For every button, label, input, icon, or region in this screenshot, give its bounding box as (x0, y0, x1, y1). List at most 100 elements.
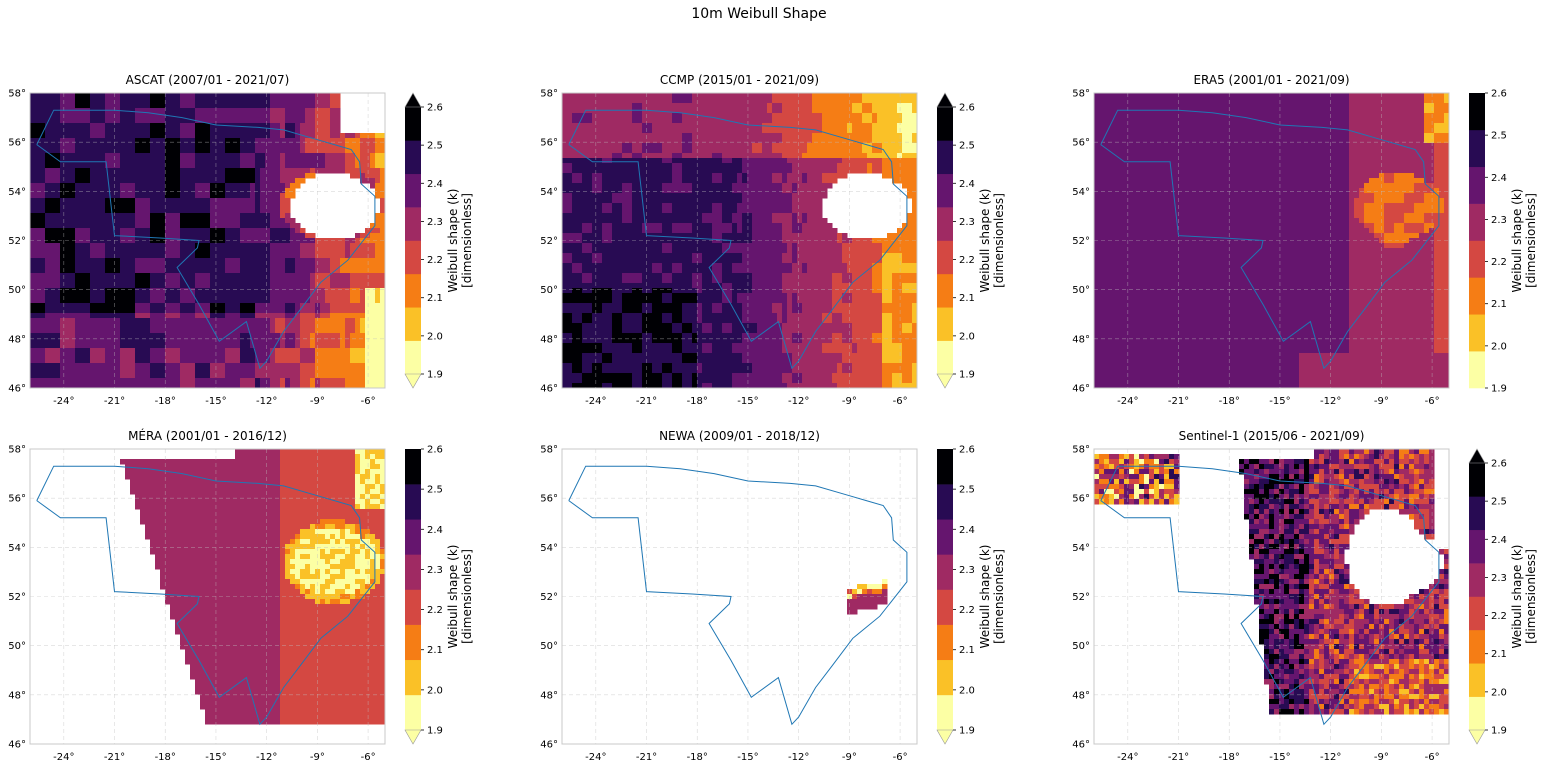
heatmap-cell (40, 178, 46, 184)
heatmap-cell (275, 363, 281, 369)
heatmap-cell (150, 258, 156, 264)
heatmap-cell (375, 223, 381, 229)
heatmap-cell (160, 203, 166, 209)
heatmap-cell (140, 198, 146, 204)
heatmap-cell (677, 138, 683, 144)
heatmap-cell (310, 278, 316, 284)
heatmap-cell (360, 143, 366, 149)
heatmap-cell (30, 303, 36, 309)
heatmap-cell (30, 188, 36, 194)
heatmap-cell (145, 268, 151, 274)
heatmap-cell (235, 223, 241, 229)
heatmap-cell (155, 358, 161, 364)
heatmap-cell (100, 103, 106, 109)
heatmap-cell (35, 188, 41, 194)
heatmap-cell (85, 203, 91, 209)
heatmap-cell (45, 128, 51, 134)
heatmap-cell (887, 153, 893, 159)
heatmap-cell (200, 148, 206, 154)
heatmap-cell (75, 98, 81, 104)
heatmap-cell (325, 358, 331, 364)
heatmap-cell (380, 228, 386, 234)
heatmap-cell (145, 208, 151, 214)
heatmap-cell (235, 133, 241, 139)
heatmap-cell (175, 153, 181, 159)
heatmap-cell (170, 163, 176, 169)
heatmap-cell (70, 148, 76, 154)
heatmap-cell (642, 103, 648, 109)
heatmap-cell (180, 288, 186, 294)
heatmap-cell (270, 278, 276, 284)
heatmap-cell (240, 203, 246, 209)
heatmap-cell (35, 288, 41, 294)
heatmap-cell (90, 118, 96, 124)
heatmap-cell (60, 368, 66, 374)
heatmap-cell (185, 123, 191, 129)
heatmap-cell (365, 288, 371, 294)
heatmap-cell (40, 343, 46, 349)
heatmap-cell (832, 143, 838, 149)
heatmap-cell (35, 208, 41, 214)
heatmap-cell (727, 153, 733, 159)
heatmap-cell (110, 273, 116, 279)
heatmap-cell (170, 368, 176, 374)
heatmap-cell (170, 263, 176, 269)
colorbar-bin (405, 340, 421, 375)
heatmap-cell (210, 143, 216, 149)
heatmap-cell (120, 368, 126, 374)
heatmap-cell (370, 163, 376, 169)
heatmap-cell (325, 163, 331, 169)
heatmap-cell (180, 333, 186, 339)
heatmap-cell (50, 118, 56, 124)
heatmap-cell (275, 178, 281, 184)
heatmap-cell (135, 223, 141, 229)
heatmap-cell (260, 168, 266, 174)
heatmap-cell (330, 363, 336, 369)
heatmap-cell (742, 148, 748, 154)
heatmap-cell (370, 323, 376, 329)
heatmap-cell (852, 98, 858, 104)
heatmap-cell (105, 148, 111, 154)
heatmap-cell (175, 283, 181, 289)
heatmap-cell (90, 303, 96, 309)
heatmap-cell (255, 108, 261, 114)
heatmap-cell (742, 143, 748, 149)
heatmap-cell (35, 323, 41, 329)
heatmap-cell (290, 348, 296, 354)
heatmap-cell (60, 208, 66, 214)
heatmap-cell (50, 323, 56, 329)
heatmap-cell (170, 168, 176, 174)
heatmap-cell (360, 273, 366, 279)
heatmap-cell (40, 258, 46, 264)
heatmap-cell (155, 293, 161, 299)
heatmap-cell (185, 113, 191, 119)
heatmap-cell (577, 118, 583, 124)
heatmap-cell (235, 118, 241, 124)
heatmap-cell (270, 218, 276, 224)
heatmap-cell (145, 103, 151, 109)
heatmap-cell (882, 98, 888, 104)
heatmap-cell (95, 133, 101, 139)
heatmap-cell (330, 103, 336, 109)
heatmap-cell (627, 128, 633, 134)
heatmap-cell (120, 118, 126, 124)
heatmap-cell (45, 158, 51, 164)
heatmap-cell (155, 288, 161, 294)
heatmap-cell (100, 148, 106, 154)
heatmap-cell (65, 93, 71, 99)
heatmap-cell (827, 93, 833, 99)
heatmap-cell (110, 128, 116, 134)
heatmap-cell (185, 338, 191, 344)
heatmap-cell (225, 313, 231, 319)
heatmap-cell (240, 378, 246, 384)
heatmap-cell (30, 118, 36, 124)
heatmap-cell (697, 143, 703, 149)
heatmap-cell (872, 143, 878, 149)
heatmap-cell (380, 338, 386, 344)
heatmap-cell (280, 163, 286, 169)
heatmap-cell (335, 118, 341, 124)
heatmap-cell (597, 158, 603, 164)
heatmap-cell (35, 313, 41, 319)
heatmap-cell (190, 143, 196, 149)
heatmap-cell (567, 138, 573, 144)
